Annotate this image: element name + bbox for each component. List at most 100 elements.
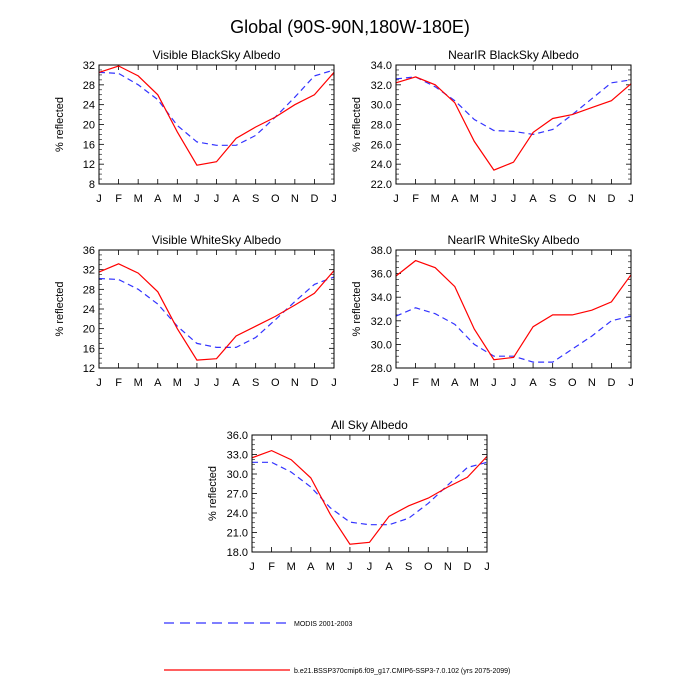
x-tick-label: J <box>491 377 497 389</box>
y-tick-label: 34.0 <box>371 60 392 72</box>
y-tick-label: 18.0 <box>227 547 248 559</box>
x-tick-label: J <box>214 193 220 205</box>
x-tick-label: J <box>194 193 200 205</box>
x-tick-label: O <box>271 377 280 389</box>
y-axis-label: % reflected <box>54 281 66 336</box>
x-tick-label: M <box>431 377 440 389</box>
y-tick-label: 38.0 <box>371 245 392 257</box>
y-tick-label: 33.0 <box>227 450 248 462</box>
y-tick-label: 22.0 <box>371 179 392 191</box>
x-tick-label: J <box>393 193 399 205</box>
y-tick-label: 32.0 <box>371 80 392 92</box>
x-tick-label: D <box>607 377 615 389</box>
legend-obs-label: MODIS 2001-2003 <box>294 621 352 628</box>
series-line-model <box>98 65 335 166</box>
plot-frame <box>98 64 335 185</box>
x-tick-label: A <box>232 377 240 389</box>
x-tick-label: A <box>307 561 315 573</box>
x-tick-label: D <box>607 193 615 205</box>
y-axis-label: % reflected <box>54 97 66 152</box>
x-tick-label: J <box>628 193 634 205</box>
x-tick-label: M <box>470 193 479 205</box>
x-tick-label: N <box>588 377 596 389</box>
plot-frame <box>251 434 488 553</box>
figure-title: Global (90S-90N,180W-180E) <box>230 17 470 37</box>
plot-frame <box>395 249 632 369</box>
legend-model-label: b.e21.BSSP370cmip6.f09_g17.CMIP6-SSP3-7.… <box>294 668 510 675</box>
x-tick-label: O <box>568 193 577 205</box>
y-tick-label: 36 <box>83 245 95 257</box>
legend: MODIS 2001-2003 b.e21.BSSP370cmip6.f09_g… <box>164 621 510 675</box>
y-tick-label: 24.0 <box>227 508 248 520</box>
y-tick-label: 8 <box>89 179 95 191</box>
x-tick-label: N <box>588 193 596 205</box>
series-line-modis <box>395 307 632 363</box>
chart-panels: Visible BlackSky Albedo % reflected 8 12 16 2… <box>54 48 634 573</box>
y-tick-label: 32 <box>83 265 95 277</box>
y-tick-label: 28.0 <box>371 120 392 132</box>
panel-title: Visible WhiteSky Albedo <box>152 233 282 247</box>
x-tick-label: J <box>331 377 337 389</box>
x-tick-label: M <box>287 561 296 573</box>
x-tick-label: M <box>134 193 143 205</box>
x-tick-label: J <box>484 561 490 573</box>
x-tick-label: O <box>271 193 280 205</box>
panel-title: Visible BlackSky Albedo <box>153 48 281 62</box>
x-tick-label: O <box>568 377 577 389</box>
y-tick-label: 32.0 <box>371 316 392 328</box>
x-tick-label: F <box>412 377 419 389</box>
chart-panel: Visible WhiteSky Albedo % reflected 12 16 20… <box>54 233 337 389</box>
x-tick-label: N <box>444 561 452 573</box>
x-tick-label: F <box>115 377 122 389</box>
x-tick-label: S <box>252 193 259 205</box>
y-axis-label: % reflected <box>351 97 363 152</box>
x-tick-label: J <box>511 193 517 205</box>
y-tick-label: 30.0 <box>371 339 392 351</box>
y-axis-label: % reflected <box>351 281 363 336</box>
x-tick-label: A <box>529 377 537 389</box>
series-line-model <box>395 259 632 361</box>
y-tick-label: 34.0 <box>371 292 392 304</box>
x-tick-label: J <box>214 377 220 389</box>
x-tick-label: S <box>252 377 259 389</box>
y-tick-label: 27.0 <box>227 489 248 501</box>
series-line-model <box>395 76 632 171</box>
x-tick-label: N <box>291 377 299 389</box>
y-tick-label: 20 <box>83 120 95 132</box>
x-tick-label: M <box>470 377 479 389</box>
x-tick-label: A <box>154 377 162 389</box>
x-tick-label: A <box>451 193 459 205</box>
x-tick-label: O <box>424 561 433 573</box>
x-tick-label: J <box>511 377 517 389</box>
y-tick-label: 20 <box>83 324 95 336</box>
x-tick-label: F <box>115 193 122 205</box>
y-tick-label: 26.0 <box>371 139 392 151</box>
y-tick-label: 28 <box>83 284 95 296</box>
x-tick-label: M <box>173 193 182 205</box>
series-line-modis <box>395 76 632 136</box>
x-tick-label: J <box>393 377 399 389</box>
plot-frame <box>98 249 335 369</box>
x-tick-label: M <box>326 561 335 573</box>
x-tick-label: F <box>268 561 275 573</box>
y-tick-label: 16 <box>83 139 95 151</box>
chart-panel: NearIR WhiteSky Albedo % reflected 28.0 30.… <box>351 233 634 389</box>
y-tick-label: 28.0 <box>371 363 392 375</box>
y-tick-label: 24 <box>83 100 95 112</box>
panel-title: All Sky Albedo <box>331 418 408 432</box>
x-tick-label: M <box>173 377 182 389</box>
series-line-model <box>98 263 335 361</box>
x-tick-label: S <box>405 561 412 573</box>
x-tick-label: A <box>529 193 537 205</box>
y-tick-label: 32 <box>83 60 95 72</box>
x-tick-label: J <box>367 561 373 573</box>
x-tick-label: D <box>310 377 318 389</box>
panel-title: NearIR WhiteSky Albedo <box>447 233 579 247</box>
x-tick-label: J <box>491 193 497 205</box>
x-tick-label: D <box>310 193 318 205</box>
y-tick-label: 30.0 <box>227 469 248 481</box>
chart-panel: Visible BlackSky Albedo % reflected 8 12 16 2… <box>54 48 337 205</box>
y-axis-label: % reflected <box>207 466 219 521</box>
x-tick-label: M <box>134 377 143 389</box>
